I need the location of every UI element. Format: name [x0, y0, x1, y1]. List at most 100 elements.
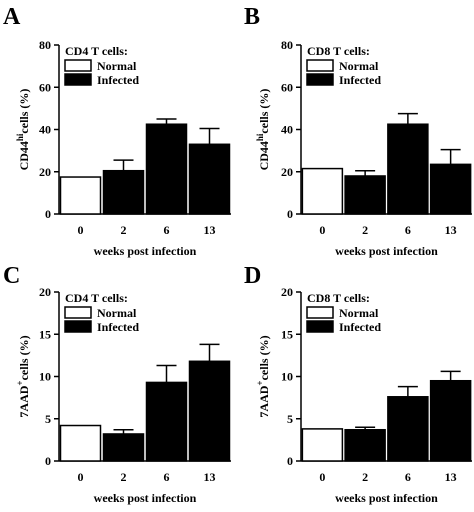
bar-week-6	[387, 123, 429, 215]
y-tick-label: 15	[39, 327, 51, 341]
panel-letter: A	[3, 4, 21, 30]
y-tick-label: 0	[287, 207, 293, 221]
x-tick-label: 6	[164, 470, 170, 484]
x-tick-label: 0	[319, 223, 325, 237]
bar-week-2	[102, 433, 145, 462]
y-tick-label: 15	[281, 327, 293, 341]
panel-a: A 0 20 40 60 80 CD44hicells (%) 0 2 6 13 weeks post…	[3, 4, 231, 258]
bar-week-0	[59, 424, 102, 462]
bar-week-6	[387, 396, 429, 462]
x-tick-label: 6	[405, 223, 411, 237]
legend-swatch-infected	[306, 320, 334, 333]
y-axis-label-suffix: cells (%)	[17, 89, 31, 134]
y-tick-label: 20	[39, 165, 51, 179]
x-tick-label: 2	[362, 223, 368, 237]
bar-week-13	[188, 143, 231, 215]
y-axis-label-sup: +	[15, 380, 25, 385]
legend-label-infected: Infected	[97, 73, 139, 87]
x-axis-label: weeks post infection	[94, 491, 197, 505]
x-axis-label: weeks post infection	[94, 244, 197, 258]
legend-title: CD8 T cells:	[307, 44, 370, 58]
x-tick-label: 13	[445, 223, 457, 237]
y-tick-label: 10	[39, 370, 51, 384]
bar-week-2	[102, 169, 145, 215]
y-tick-label: 0	[287, 454, 293, 468]
y-axis-label-suffix: cells (%)	[257, 335, 271, 380]
y-axis-label-sup: hi	[15, 133, 25, 141]
legend-label-infected: Infected	[339, 320, 381, 334]
panel-d: D 0 5 10 15 20 7AAD+cells (%) 0 2 6 13 weeks post i…	[244, 263, 472, 505]
legend-label-normal: Normal	[97, 306, 137, 320]
legend-swatch-infected	[64, 320, 92, 333]
y-tick-label: 5	[287, 412, 293, 426]
panel-b: B 0 20 40 60 80 CD44hicells (%) 0 2 6 13 weeks post…	[244, 4, 472, 258]
panel-letter: C	[3, 263, 20, 289]
legend-label-infected: Infected	[339, 73, 381, 87]
y-axis-label: 7AAD+cells (%)	[15, 335, 31, 417]
y-axis-label-main: CD44	[257, 141, 271, 170]
legend-swatch-infected	[64, 73, 92, 86]
bar-week-13	[429, 379, 472, 462]
x-tick-label: 13	[204, 470, 216, 484]
y-axis-label-suffix: cells (%)	[17, 335, 31, 380]
y-tick-label: 60	[281, 80, 293, 94]
x-axis-label: weeks post infection	[335, 491, 438, 505]
y-axis-label: 7AAD+cells (%)	[255, 335, 271, 417]
legend-swatch-normal	[64, 59, 92, 72]
legend-title: CD8 T cells:	[307, 291, 370, 305]
bar-week-13	[188, 360, 231, 462]
panel-letter: D	[244, 263, 261, 289]
bar-week-0	[301, 167, 344, 215]
x-tick-label: 0	[78, 223, 84, 237]
x-tick-label: 13	[445, 470, 457, 484]
y-tick-label: 20	[281, 285, 293, 299]
y-tick-label: 60	[39, 80, 51, 94]
bar-week-2	[344, 428, 386, 462]
y-tick-label: 40	[281, 123, 293, 137]
y-tick-label: 20	[281, 165, 293, 179]
y-axis-label: CD44hicells (%)	[255, 89, 271, 171]
y-tick-label: 0	[45, 207, 51, 221]
legend-label-normal: Normal	[97, 59, 137, 73]
y-axis-label-main: 7AAD	[257, 385, 271, 417]
y-tick-label: 5	[45, 412, 51, 426]
legend-swatch-normal	[306, 306, 334, 319]
legend-swatch-normal	[306, 59, 334, 72]
bar-week-6	[145, 381, 188, 462]
bar-week-2	[344, 175, 386, 215]
y-tick-label: 0	[45, 454, 51, 468]
bar-week-13	[429, 163, 472, 215]
y-axis-label: CD44hicells (%)	[15, 89, 31, 171]
x-tick-label: 0	[319, 470, 325, 484]
y-tick-label: 40	[39, 123, 51, 137]
y-axis-label-main: 7AAD	[17, 385, 31, 417]
y-tick-label: 80	[281, 38, 293, 52]
y-axis-label-sup: +	[255, 380, 265, 385]
bar-week-0	[301, 428, 344, 462]
panel-c: C 0 5 10 15 20 7AAD+cells (%) 0 2 6 13 weeks post i…	[3, 263, 231, 505]
bar-week-0	[59, 176, 102, 215]
x-axis-label: weeks post infection	[335, 244, 438, 258]
legend-swatch-normal	[64, 306, 92, 319]
legend-label-normal: Normal	[339, 306, 379, 320]
x-tick-label: 13	[204, 223, 216, 237]
legend-title: CD4 T cells:	[65, 44, 128, 58]
x-tick-label: 0	[78, 470, 84, 484]
legend-title: CD4 T cells:	[65, 291, 128, 305]
y-axis-label-main: CD44	[17, 141, 31, 170]
y-tick-label: 10	[281, 370, 293, 384]
legend-label-infected: Infected	[97, 320, 139, 334]
y-tick-label: 20	[39, 285, 51, 299]
y-axis-label-sup: hi	[255, 133, 265, 141]
x-tick-label: 2	[121, 223, 127, 237]
x-tick-label: 2	[121, 470, 127, 484]
x-tick-label: 6	[164, 223, 170, 237]
y-axis-label-suffix: cells (%)	[257, 89, 271, 134]
panel-letter: B	[244, 4, 260, 30]
bar-week-6	[145, 123, 188, 215]
x-tick-label: 6	[405, 470, 411, 484]
x-tick-label: 2	[362, 470, 368, 484]
legend-label-normal: Normal	[339, 59, 379, 73]
legend-swatch-infected	[306, 73, 334, 86]
